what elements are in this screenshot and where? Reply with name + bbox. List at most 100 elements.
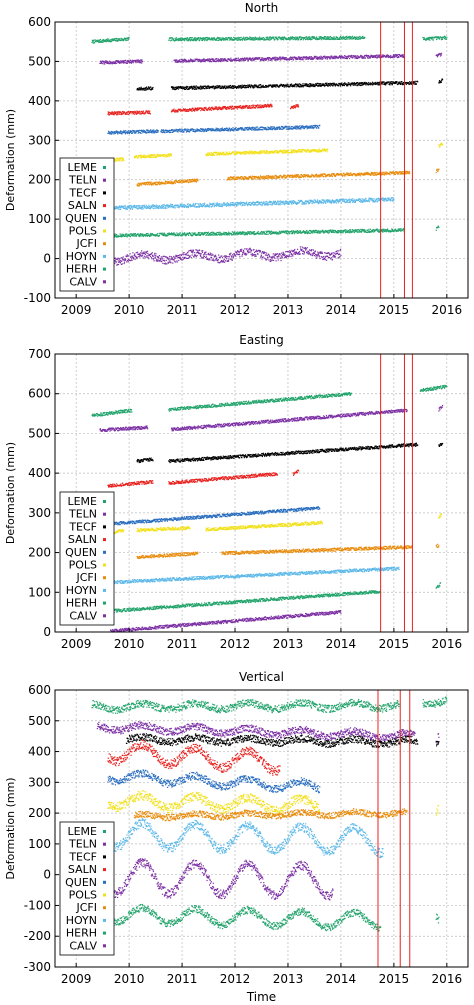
data-point (244, 59, 247, 61)
data-point (176, 59, 178, 61)
data-point (164, 132, 166, 134)
data-point (253, 37, 255, 40)
data-point (152, 155, 154, 157)
data-point (244, 39, 246, 41)
data-point (188, 37, 191, 39)
data-point (229, 86, 231, 89)
data-point (218, 106, 220, 108)
data-point (265, 59, 267, 61)
data-point (296, 57, 299, 60)
data-point (183, 39, 185, 41)
data-point (164, 156, 166, 158)
data-point (260, 84, 262, 86)
data-point (127, 60, 129, 63)
data-point (126, 60, 128, 62)
data-point (222, 38, 224, 41)
data-point (261, 57, 263, 59)
data-point (354, 36, 356, 38)
data-point (357, 82, 359, 84)
data-point (137, 60, 139, 63)
data-point (423, 37, 425, 39)
data-point (230, 178, 232, 180)
data-point (371, 81, 374, 83)
data-point (280, 83, 283, 86)
data-point (125, 113, 127, 115)
data-point (252, 87, 254, 89)
data-point (122, 62, 124, 64)
data-point (220, 86, 222, 88)
data-point (284, 57, 286, 59)
data-point (210, 58, 212, 60)
data-point (197, 178, 199, 180)
data-point (208, 58, 210, 60)
data-point (180, 87, 182, 89)
data-point (229, 60, 232, 62)
data-point (203, 38, 205, 40)
data-point (212, 58, 214, 61)
data-point (280, 39, 282, 41)
data-point (440, 81, 442, 83)
data-point (125, 38, 127, 40)
data-point (104, 40, 106, 42)
data-point (292, 176, 294, 179)
data-point (114, 158, 117, 161)
data-point (224, 85, 226, 87)
data-point (391, 81, 393, 83)
data-point (138, 89, 140, 91)
data-point (107, 40, 109, 42)
data-point (129, 62, 131, 64)
data-point (400, 55, 402, 57)
data-point (230, 57, 232, 59)
data-point (141, 184, 143, 186)
data-point (179, 87, 181, 89)
data-point (332, 38, 334, 40)
data-point (230, 39, 232, 41)
data-point (203, 88, 206, 90)
data-point (285, 175, 287, 177)
data-point (186, 86, 188, 88)
data-point (116, 60, 119, 62)
data-point (349, 57, 351, 60)
data-point (240, 58, 243, 60)
data-point (176, 86, 178, 88)
data-point (170, 40, 172, 42)
data-point (238, 59, 240, 61)
data-point (102, 63, 104, 65)
data-point (125, 59, 127, 62)
data-point (283, 39, 285, 41)
data-point (233, 38, 235, 41)
data-point (117, 38, 120, 40)
data-point (141, 60, 143, 63)
data-point (436, 54, 438, 56)
data-point (237, 39, 239, 41)
data-point (327, 37, 329, 39)
data-point (114, 62, 116, 65)
data-point (209, 60, 211, 62)
data-point (252, 57, 254, 59)
data-point (376, 56, 378, 58)
data-point (342, 175, 344, 177)
data-point (327, 148, 329, 150)
data-point (268, 59, 270, 61)
data-point (193, 85, 195, 87)
data-point (312, 58, 315, 60)
data-point (395, 56, 397, 58)
data-point (365, 84, 367, 86)
data-point (115, 40, 117, 42)
data-point (295, 106, 297, 108)
data-point (192, 178, 194, 180)
data-point (377, 56, 380, 58)
data-point (298, 39, 300, 41)
data-point (200, 61, 202, 63)
data-point (207, 109, 209, 111)
data-point (320, 37, 322, 40)
data-point (257, 58, 259, 61)
data-point (328, 36, 330, 38)
data-point (93, 42, 96, 44)
data-point (146, 86, 148, 88)
data-point (329, 85, 332, 87)
data-point (204, 85, 207, 87)
data-point (283, 174, 286, 176)
data-point (231, 86, 234, 88)
data-point (252, 178, 255, 180)
